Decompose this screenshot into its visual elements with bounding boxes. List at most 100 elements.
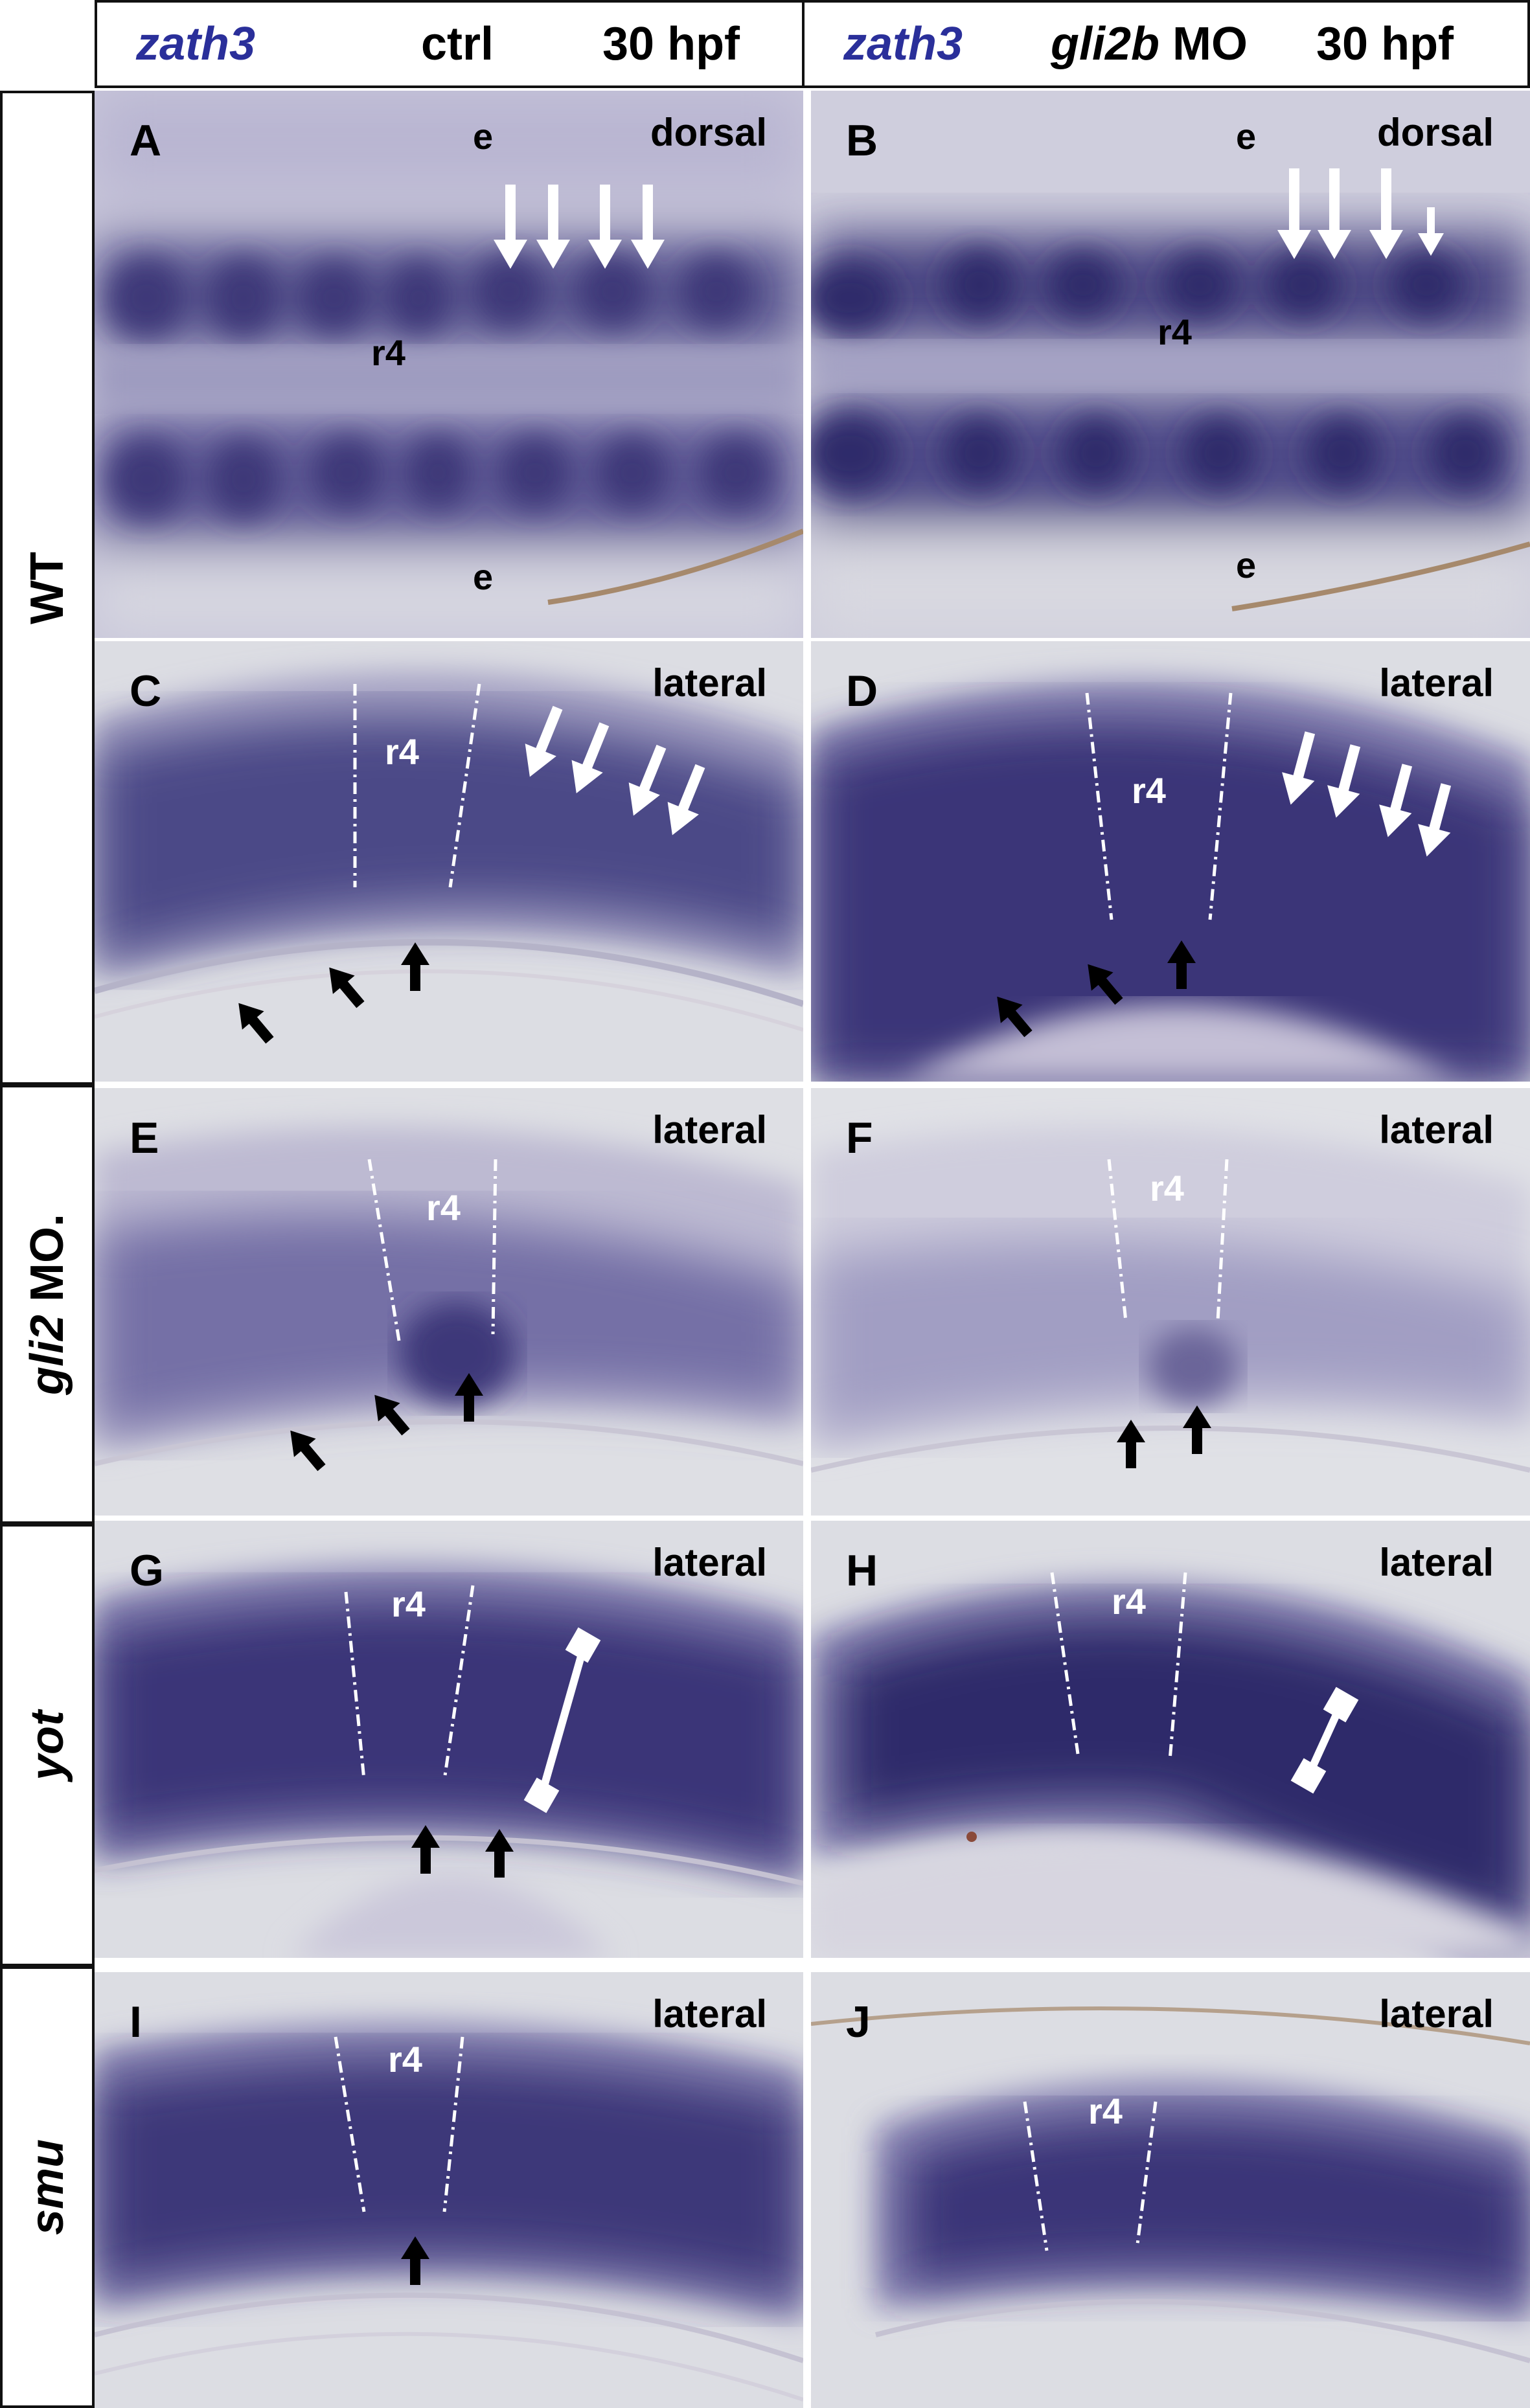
panel-a-mark-bottom: e [473, 556, 494, 597]
panel-j-image [811, 1972, 1530, 2408]
header-left-condition: ctrl [421, 18, 494, 70]
panel-a-view: dorsal [650, 111, 767, 154]
panel-b-arrow-1 [1277, 168, 1311, 259]
panel-g-black-arrow-1 [411, 1825, 440, 1874]
row-label-yot: yot [0, 1524, 95, 1966]
panel-j: J lateral r4 [811, 1972, 1530, 2408]
panel-e-image [95, 1088, 803, 1516]
panel-b-arrow-4 [1418, 207, 1444, 256]
panel-g-view: lateral [652, 1541, 767, 1584]
panel-i-image [95, 1972, 803, 2408]
panel-g-r4: r4 [391, 1584, 426, 1624]
panel-a-letter: A [130, 116, 162, 165]
panel-d-white-arrow-3 [1379, 764, 1413, 837]
panel-e-arrows [290, 1373, 483, 1471]
header-right-condition: gli2b MO [1051, 17, 1248, 71]
panel-b-view: dorsal [1376, 111, 1494, 154]
panel-i-r4: r4 [388, 2039, 422, 2080]
panel-g-image [95, 1521, 803, 1958]
panel-b-image [811, 91, 1530, 638]
panel-a-mark-top: e [473, 116, 494, 157]
panel-e-black-arrow-3 [455, 1373, 483, 1422]
panel-b-mark-top: e [1236, 116, 1257, 157]
panel-e-black-arrow-2 [374, 1394, 410, 1436]
panel-h-view: lateral [1379, 1541, 1494, 1584]
header-right-mo-suffix: MO [1159, 18, 1248, 70]
header-right-stage: 30 hpf [1316, 18, 1454, 70]
header-left: zath3 ctrl 30 hpf [95, 0, 805, 88]
panel-b-letter: B [846, 116, 878, 165]
panel-d-white-arrow-2 [1327, 744, 1361, 818]
panel-f-image [811, 1088, 1530, 1516]
panel-f-black-arrow-1 [1117, 1420, 1145, 1468]
header-right-gene: zath3 [843, 18, 963, 70]
panel-h-overlays [1290, 1687, 1359, 1794]
row-label-gli2-italic: gli2 [21, 1314, 73, 1396]
panel-a-arrows [494, 185, 665, 269]
panel-c-white-arrow-4 [667, 764, 705, 835]
panel-j-view: lateral [1379, 1992, 1494, 2036]
panel-g-black-arrow-2 [485, 1829, 514, 1878]
panel-h-letter: H [846, 1546, 878, 1595]
row-label-smu-text: smu [21, 2139, 74, 2235]
row-label-wt: WT [0, 91, 95, 1085]
panel-d-view: lateral [1379, 661, 1494, 705]
panel-g-letter: G [130, 1546, 164, 1595]
panel-j-letter: J [846, 1997, 871, 2047]
panel-d-letter: D [846, 666, 878, 716]
panel-i-arrows [401, 2236, 429, 2285]
panel-d-black-arrow-2 [1088, 964, 1123, 1005]
panel-j-r4: r4 [1088, 2091, 1123, 2131]
panel-e-view: lateral [652, 1108, 767, 1152]
panel-h-image [811, 1521, 1530, 1958]
panel-b-arrows [1277, 168, 1444, 259]
panel-c-r4: r4 [385, 731, 419, 772]
row-label-wt-text: WT [21, 551, 73, 624]
panel-a-arrow-3 [588, 185, 622, 269]
panel-c-letter: C [130, 666, 162, 716]
panel-f-view: lateral [1379, 1108, 1494, 1152]
panel-c-black-arrow-1 [238, 1003, 274, 1044]
row-label-yot-text: yot [21, 1710, 74, 1780]
panel-f-letter: F [846, 1113, 873, 1163]
panel-a: A dorsal e e r4 [95, 91, 803, 638]
row-label-gli2: gli2 MO. [0, 1085, 95, 1524]
panel-i: I lateral r4 [95, 1972, 803, 2408]
panel-e-r4: r4 [426, 1187, 461, 1228]
panel-e-black-arrow-1 [290, 1430, 326, 1471]
panel-f-arrows [1117, 1405, 1211, 1468]
row-label-gli2-text: gli2 MO. [21, 1214, 74, 1395]
header-left-stage: 30 hpf [602, 18, 740, 70]
panel-c-view: lateral [652, 661, 767, 705]
panel-e: E lateral r4 [95, 1088, 803, 1516]
panel-b-arrow-3 [1369, 168, 1403, 259]
panel-h: H lateral r4 [811, 1521, 1530, 1958]
panel-f: F lateral r4 [811, 1088, 1530, 1516]
panel-c-black-arrow-3 [401, 942, 429, 991]
panel-d-white-arrow-4 [1418, 783, 1452, 857]
panel-c-arrows [238, 705, 705, 1044]
panel-d-black-arrow-3 [1167, 940, 1196, 989]
panel-h-r4: r4 [1112, 1581, 1146, 1622]
panel-c-white-arrow-1 [525, 705, 563, 777]
panel-g-overlays [411, 1627, 601, 1878]
panel-d-white-arrow-1 [1282, 731, 1316, 805]
header-left-gene: zath3 [136, 18, 256, 70]
panel-a-arrow-1 [494, 185, 527, 269]
panel-b: B dorsal e e r4 [811, 91, 1530, 638]
panel-c-white-arrow-3 [628, 744, 667, 816]
panel-c-black-arrow-2 [329, 967, 365, 1008]
panel-c: C lateral r4 [95, 641, 803, 1082]
panel-b-arrow-2 [1318, 168, 1351, 259]
panel-d: D lateral r4 [811, 641, 1530, 1082]
panel-a-r4: r4 [371, 332, 405, 373]
panel-e-letter: E [130, 1113, 159, 1163]
panel-b-r4: r4 [1158, 312, 1192, 352]
panel-i-black-arrow-1 [401, 2236, 429, 2285]
panel-g: G lateral r4 [95, 1521, 803, 1958]
panel-f-black-arrow-2 [1183, 1405, 1211, 1454]
panel-i-view: lateral [652, 1992, 767, 2036]
panel-a-arrow-4 [631, 185, 665, 269]
header-right: zath3 gli2b MO 30 hpf [802, 0, 1530, 88]
panel-c-white-arrow-2 [571, 722, 610, 793]
